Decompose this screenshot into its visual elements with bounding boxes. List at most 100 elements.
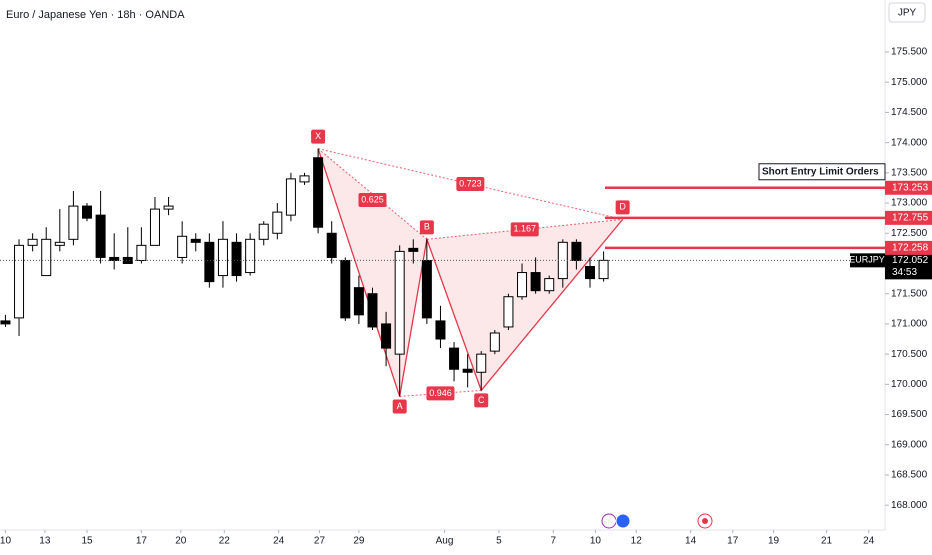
- x-tick-label: 24: [863, 536, 875, 547]
- candle-body: [177, 235, 188, 258]
- y-tick-label: 171.500: [891, 288, 928, 299]
- ratio-box: [358, 192, 387, 207]
- candle-body: [68, 205, 79, 240]
- candle-body: [598, 259, 609, 280]
- x-tick-label: 12: [631, 536, 643, 547]
- x-tick-label: Aug: [436, 536, 454, 547]
- candle-body: [82, 205, 93, 219]
- symbol-box: [850, 253, 885, 268]
- pattern-fill: [426, 219, 623, 391]
- candle-body: [95, 214, 106, 258]
- chart-title: Euro / Japanese Yen · 18h · OANDA: [6, 9, 185, 21]
- candle-body: [340, 259, 351, 319]
- point-box: [392, 399, 407, 414]
- ratio-box: [456, 177, 485, 192]
- x-tick-label: 5: [496, 536, 502, 547]
- level-box: [885, 180, 932, 195]
- candle-body: [503, 296, 514, 328]
- candle-body: [149, 208, 160, 246]
- countdown-label: 34:53: [892, 267, 917, 278]
- y-tick-label: 171.000: [891, 319, 928, 330]
- level-label: 172.755: [892, 213, 929, 224]
- candle-body: [449, 347, 460, 370]
- candle-body: [258, 223, 269, 240]
- candle-body: [231, 241, 242, 277]
- y-tick-label: 174.500: [891, 107, 928, 118]
- candle-body: [245, 238, 256, 274]
- x-tick-label: 14: [685, 536, 697, 547]
- level-label: 172.258: [892, 243, 929, 254]
- x-tick-label: 27: [314, 536, 326, 547]
- level-box: [885, 240, 932, 255]
- ratio-box: [426, 386, 455, 401]
- y-tick-label: 172.500: [891, 228, 928, 239]
- event-icon[interactable]: [615, 513, 631, 529]
- y-tick-label: 168.500: [891, 470, 928, 481]
- candle-body: [435, 320, 446, 340]
- event-icon[interactable]: [601, 513, 617, 529]
- y-tick-label: 168.000: [891, 500, 928, 511]
- candle-body: [476, 353, 487, 373]
- candle-body: [41, 238, 52, 277]
- x-tick-label: 22: [219, 536, 231, 547]
- candle-body: [204, 241, 215, 283]
- candle-body: [544, 278, 555, 292]
- ratio-line: [317, 148, 428, 240]
- x-tick-label: 24: [273, 536, 285, 547]
- candle-body: [27, 238, 38, 246]
- point-label: D: [619, 202, 626, 212]
- candle-body: [517, 272, 528, 298]
- candle-body: [217, 238, 228, 277]
- point-label: X: [315, 131, 321, 141]
- ratio-label: 0.946: [429, 388, 452, 398]
- y-tick-label: 175.000: [891, 77, 928, 88]
- x-tick-label: 19: [768, 536, 780, 547]
- candle-body: [326, 232, 337, 258]
- candle-body: [272, 211, 283, 234]
- candle-body: [367, 293, 378, 328]
- point-box: [615, 200, 630, 215]
- event-dot: [702, 518, 708, 524]
- x-tick-label: 20: [175, 536, 187, 547]
- x-tick-label: 10: [0, 536, 11, 547]
- event-icons: [601, 513, 713, 529]
- candle-body: [489, 332, 500, 352]
- x-tick-label: 29: [353, 536, 365, 547]
- x-tick-label: 17: [136, 536, 148, 547]
- x-tick-label: 7: [551, 536, 557, 547]
- candle-body: [421, 259, 432, 319]
- y-tick-label: 169.000: [891, 439, 928, 450]
- y-tick-label: 173.500: [891, 167, 928, 178]
- y-tick-label: 173.000: [891, 198, 928, 209]
- currency-button[interactable]: [888, 2, 926, 23]
- candle-body: [585, 266, 595, 280]
- point-box: [311, 129, 326, 144]
- ratio-line: [426, 218, 623, 240]
- candle-body: [14, 244, 25, 319]
- point-box: [474, 393, 489, 408]
- x-tick-label: 15: [81, 536, 93, 547]
- last-price-box: [885, 253, 932, 280]
- ratio-label: 0.723: [459, 178, 482, 188]
- candle-body: [557, 241, 568, 280]
- candle-body: [313, 157, 324, 228]
- candle-body: [0, 320, 11, 325]
- level-box: [885, 210, 932, 225]
- currency-label[interactable]: JPY: [898, 8, 917, 19]
- x-tick-label: 10: [590, 536, 602, 547]
- ratio-box: [510, 222, 539, 237]
- candle-body: [408, 247, 419, 252]
- levels-title-box: [758, 163, 886, 181]
- candle-body: [299, 175, 310, 183]
- y-tick-label: 175.500: [891, 47, 928, 58]
- candle-body: [122, 256, 133, 264]
- last-price-label: 172.052: [892, 255, 929, 266]
- candle-body: [353, 287, 364, 316]
- y-tick-label: 170.500: [891, 349, 928, 360]
- point-box: [419, 220, 434, 235]
- level-label: 173.253: [892, 182, 929, 193]
- candle-body: [190, 238, 201, 243]
- candle-body: [381, 323, 392, 349]
